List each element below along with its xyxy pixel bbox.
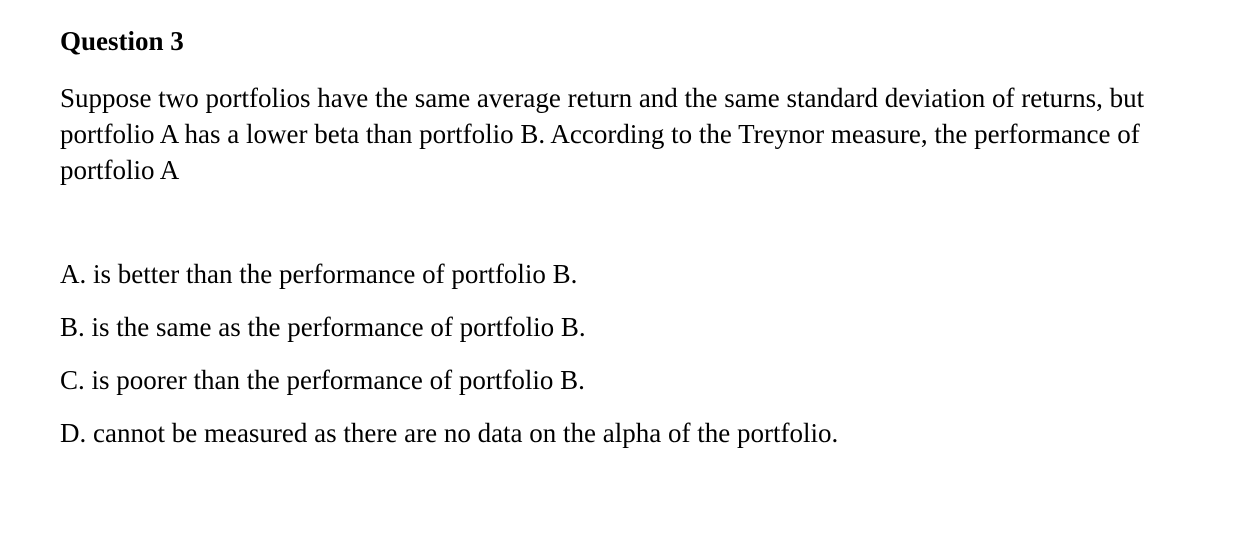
option-text: is poorer than the performance of portfo… xyxy=(85,365,585,395)
option-letter: A. xyxy=(60,259,86,289)
option-text: is the same as the performance of portfo… xyxy=(85,312,586,342)
question-stem: Suppose two portfolios have the same ave… xyxy=(60,81,1230,189)
option-letter: C. xyxy=(60,365,85,395)
option-a[interactable]: A. is better than the performance of por… xyxy=(60,259,1230,290)
option-c[interactable]: C. is poorer than the performance of por… xyxy=(60,365,1230,396)
question-page: Question 3 Suppose two portfolios have t… xyxy=(0,0,1260,536)
question-title: Question 3 xyxy=(60,26,1230,57)
option-d[interactable]: D. cannot be measured as there are no da… xyxy=(60,418,1230,449)
option-letter: D. xyxy=(60,418,86,448)
option-b[interactable]: B. is the same as the performance of por… xyxy=(60,312,1230,343)
options-list: A. is better than the performance of por… xyxy=(60,259,1230,449)
option-letter: B. xyxy=(60,312,85,342)
option-text: is better than the performance of portfo… xyxy=(86,259,577,289)
option-text: cannot be measured as there are no data … xyxy=(86,418,838,448)
